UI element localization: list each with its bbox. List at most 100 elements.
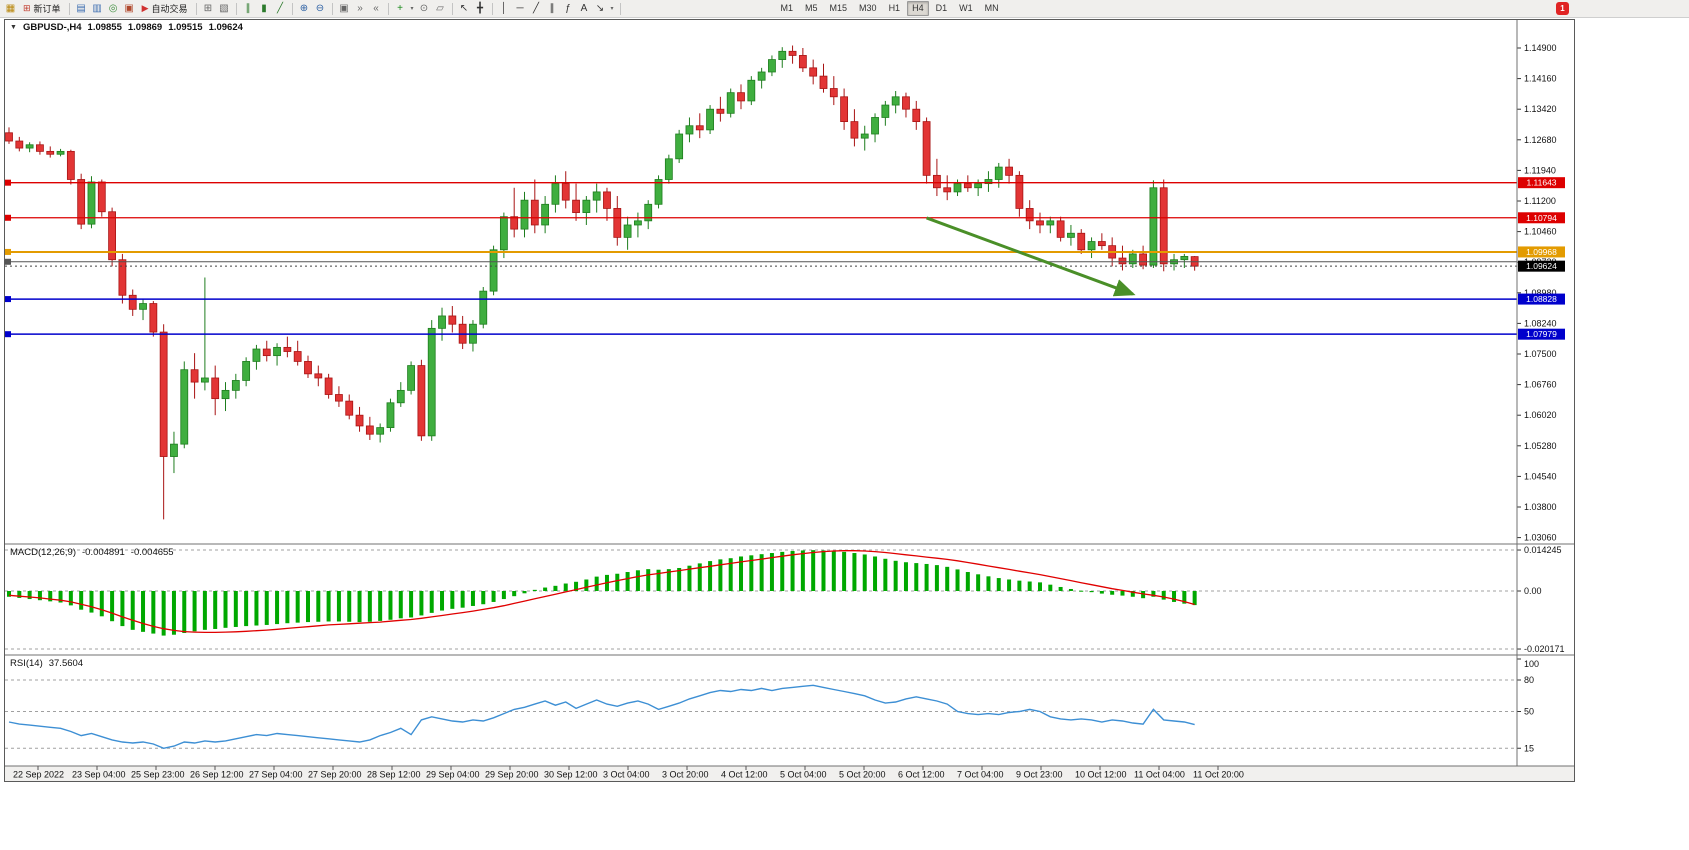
- price-axis[interactable]: 1.14900 1.14160 1.13420 1.12680 1.11940 1.112…: [1517, 43, 1557, 543]
- resistance-line-lower-red[interactable]: 1.10794: [5, 212, 1565, 224]
- data-window-icon[interactable]: ▥: [92, 3, 102, 14]
- line-chart-icon[interactable]: ╱: [276, 3, 284, 14]
- indicators-icon[interactable]: +: [397, 3, 403, 14]
- macd-panel: 0.014245 0.00 -0.020171: [5, 545, 1565, 654]
- templates-icon[interactable]: ▱: [436, 3, 444, 14]
- profiles-icon[interactable]: ▧: [219, 3, 229, 14]
- new-order-button[interactable]: ⊞ 新订单: [19, 2, 65, 16]
- arrows-icon[interactable]: ↘: [595, 3, 605, 14]
- svg-text:25 Sep 23:00: 25 Sep 23:00: [131, 770, 185, 780]
- timeframe-button-M1[interactable]: M1: [780, 3, 794, 13]
- rsi-indicator-label: RSI(14) 37.5604: [10, 658, 83, 669]
- notification-badge[interactable]: 1: [1556, 2, 1569, 15]
- terminal-icon[interactable]: ▣: [124, 3, 134, 14]
- zoom-in-icon[interactable]: ⊕: [299, 3, 309, 14]
- svg-text:100: 100: [1524, 659, 1539, 669]
- ohlc-low-value: 1.09515: [168, 22, 203, 33]
- toolbar-separator: [451, 2, 453, 15]
- svg-text:1.10794: 1.10794: [1526, 213, 1557, 223]
- timeframe-button-D1[interactable]: D1: [935, 3, 948, 13]
- resistance-line-upper-red[interactable]: 1.11643: [5, 177, 1565, 189]
- rsi-panel: 100 80 50 15: [5, 658, 1539, 753]
- macd-main-value: -0.004891: [82, 547, 125, 558]
- chart-canvas[interactable]: 1.14900 1.14160 1.13420 1.12680 1.11940 1.112…: [5, 20, 1574, 781]
- svg-text:1.06760: 1.06760: [1524, 380, 1557, 390]
- svg-text:7 Oct 04:00: 7 Oct 04:00: [957, 770, 1004, 780]
- chart-header: ▼ GBPUSD-,H4 1.09855 1.09869 1.09515 1.0…: [10, 22, 243, 33]
- bar-chart-icon[interactable]: ∥: [245, 3, 251, 14]
- market-watch-icon[interactable]: ▤: [76, 3, 86, 14]
- auto-trading-button[interactable]: ▶ 自动交易: [138, 2, 192, 16]
- svg-text:1.13420: 1.13420: [1524, 104, 1557, 114]
- svg-text:11 Oct 04:00: 11 Oct 04:00: [1134, 770, 1185, 780]
- toolbar-separator: [68, 2, 70, 15]
- svg-text:1.11200: 1.11200: [1524, 196, 1556, 206]
- svg-text:0.00: 0.00: [1524, 586, 1542, 596]
- crosshair-icon[interactable]: ╋: [476, 3, 484, 14]
- periods-icon[interactable]: ⊙: [419, 3, 429, 14]
- auto-scroll-icon[interactable]: »: [357, 3, 363, 14]
- vertical-line-icon[interactable]: │: [500, 3, 508, 14]
- candlestick-chart-icon[interactable]: ▮: [261, 3, 267, 14]
- svg-text:28 Sep 12:00: 28 Sep 12:00: [367, 770, 421, 780]
- timeframe-button-M30[interactable]: M30: [859, 3, 877, 13]
- macd-signal-line: [8, 550, 1195, 634]
- support-line-lower-blue[interactable]: 1.07979: [5, 328, 1565, 340]
- support-line-upper-blue[interactable]: 1.08828: [5, 293, 1565, 305]
- svg-text:1.06020: 1.06020: [1524, 410, 1557, 420]
- macd-indicator-label: MACD(12,26,9) -0.004891 -0.004655: [10, 547, 174, 558]
- chevron-down-icon[interactable]: ▾: [610, 6, 614, 12]
- macd-histogram: [7, 550, 1197, 636]
- tile-windows-icon[interactable]: ▣: [339, 3, 349, 14]
- auto-trading-label: 自动交易: [151, 4, 188, 14]
- timeframe-button-W1[interactable]: W1: [959, 3, 973, 13]
- trend-arrow[interactable]: [926, 216, 1136, 297]
- chart-shift-icon[interactable]: «: [373, 3, 379, 14]
- svg-text:15: 15: [1524, 743, 1534, 753]
- pivot-line-orange[interactable]: 1.09968: [5, 246, 1565, 258]
- svg-text:1.08828: 1.08828: [1526, 294, 1557, 304]
- text-icon[interactable]: A: [580, 3, 588, 14]
- toolbar: ▦ ⊞ 新订单 ▤ ▥ ◎ ▣ ▶ 自动交易 ⊞ ▧ ∥ ▮ ╱ ⊕ ⊖ ▣» «+ ▾ ⊙ ▱ ↖ ╋ │ ─ ╱ ∥ ƒ A ↘ ▾ M1…: [0, 0, 1689, 18]
- navigator-icon[interactable]: ◎: [108, 3, 118, 14]
- rsi-value: 37.5604: [48, 658, 84, 669]
- cursor-icon[interactable]: ↖: [459, 3, 469, 14]
- zoom-out-icon[interactable]: ⊖: [315, 3, 325, 14]
- svg-text:80: 80: [1524, 675, 1534, 685]
- timeframe-button-H4[interactable]: H4: [907, 1, 929, 16]
- horizontal-line-icon[interactable]: ─: [516, 3, 524, 14]
- ohlc-close-value: 1.09624: [208, 22, 243, 33]
- time-axis[interactable]: 22 Sep 2022 23 Sep 04:00 25 Sep 23:00 26 Se…: [13, 766, 1244, 780]
- toolbar-separator: [235, 2, 237, 15]
- toolbar-separator: [195, 2, 197, 15]
- new-chart-icon[interactable]: ▦: [5, 3, 16, 14]
- timeframe-button-MN[interactable]: MN: [984, 3, 999, 13]
- svg-text:1.12680: 1.12680: [1524, 135, 1557, 145]
- svg-text:-0.020171: -0.020171: [1524, 644, 1565, 654]
- timeframe-button-M15[interactable]: M15: [829, 3, 848, 13]
- chart-window: 1.14900 1.14160 1.13420 1.12680 1.11940 1.112…: [4, 19, 1575, 782]
- ohlc-open-value: 1.09855: [87, 22, 122, 33]
- support-line-dark[interactable]: [5, 258, 1517, 265]
- fibonacci-icon[interactable]: ƒ: [565, 3, 571, 14]
- new-order-icon: ⊞: [23, 3, 31, 13]
- channel-icon[interactable]: ∥: [549, 3, 555, 14]
- toolbar-separator: [491, 2, 493, 15]
- chevron-down-icon[interactable]: ▾: [410, 6, 414, 12]
- svg-text:26 Sep 12:00: 26 Sep 12:00: [190, 770, 244, 780]
- trendline-icon[interactable]: ╱: [532, 3, 540, 14]
- svg-text:27 Sep 04:00: 27 Sep 04:00: [249, 770, 303, 780]
- svg-text:5 Oct 04:00: 5 Oct 04:00: [780, 770, 827, 780]
- svg-text:6 Oct 12:00: 6 Oct 12:00: [898, 770, 945, 780]
- svg-text:1.09968: 1.09968: [1526, 247, 1557, 257]
- svg-text:1.08980: 1.08980: [1524, 288, 1557, 298]
- svg-text:1.11940: 1.11940: [1524, 165, 1556, 175]
- timeframe-button-M5[interactable]: M5: [805, 3, 818, 13]
- svg-text:50: 50: [1524, 707, 1534, 717]
- ohlc-high-value: 1.09869: [127, 22, 163, 33]
- timeframe-button-H1[interactable]: H1: [888, 3, 901, 13]
- new-order-label: 新订单: [33, 4, 61, 14]
- new-window-icon[interactable]: ⊞: [203, 3, 213, 14]
- collapse-caret-icon[interactable]: ▼: [10, 24, 17, 31]
- svg-text:1.03800: 1.03800: [1524, 502, 1557, 512]
